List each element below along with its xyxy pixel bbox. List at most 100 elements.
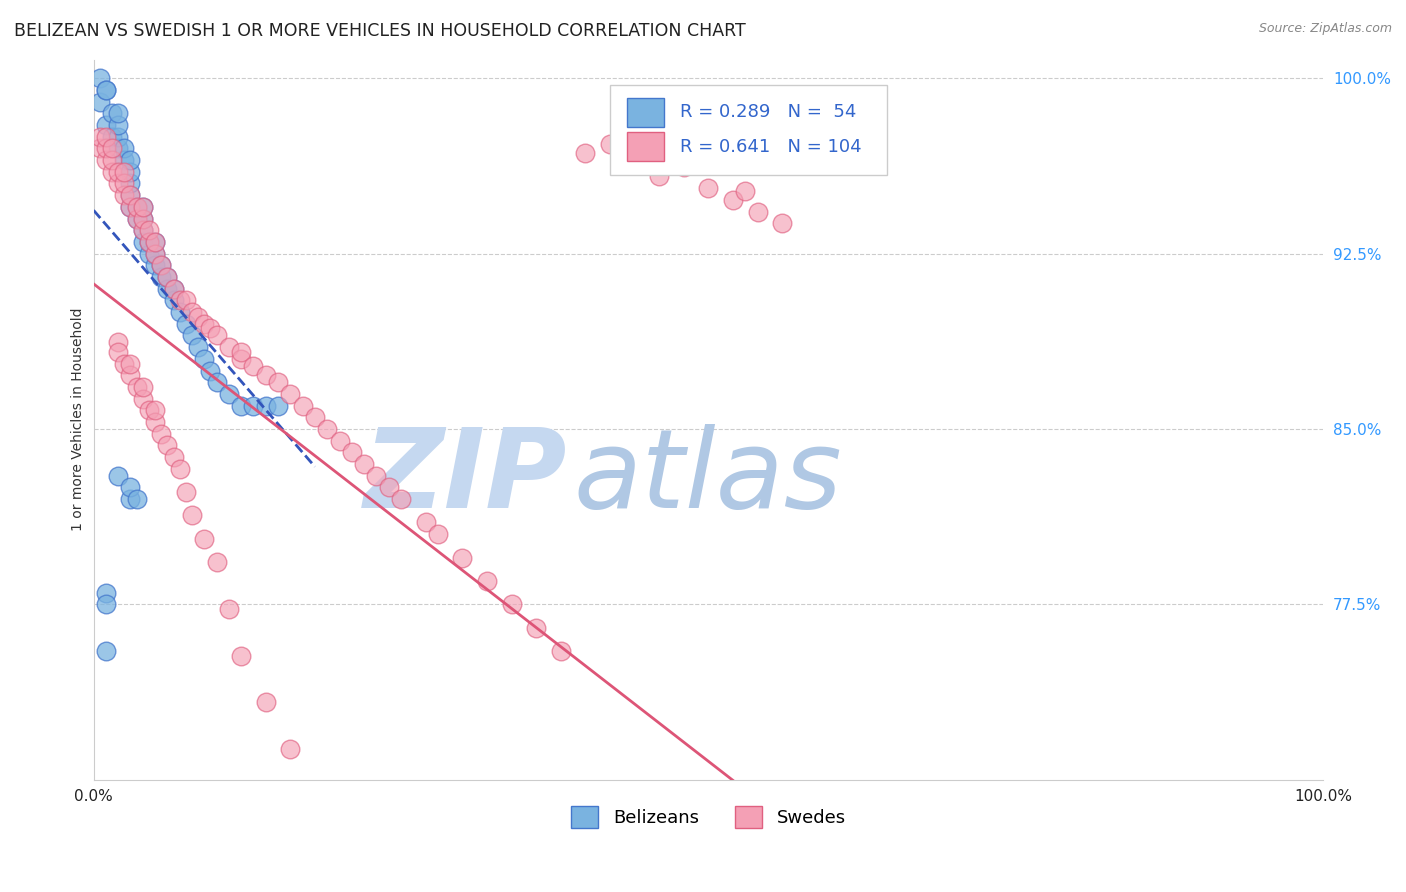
Point xyxy=(107,165,129,179)
Point xyxy=(101,153,124,168)
FancyBboxPatch shape xyxy=(627,132,664,161)
Point xyxy=(156,270,179,285)
Point xyxy=(648,169,671,184)
Point xyxy=(501,597,523,611)
Point xyxy=(267,399,290,413)
FancyBboxPatch shape xyxy=(610,85,887,175)
Point xyxy=(120,177,142,191)
Point xyxy=(107,106,129,120)
Point xyxy=(162,282,184,296)
Point xyxy=(278,742,301,756)
Point xyxy=(138,235,160,249)
Point xyxy=(94,597,117,611)
Point xyxy=(143,415,166,429)
Point xyxy=(366,468,388,483)
Point xyxy=(132,392,155,406)
Point xyxy=(112,177,135,191)
Point xyxy=(415,516,437,530)
Point xyxy=(200,321,222,335)
Point xyxy=(187,310,209,324)
Point xyxy=(181,328,204,343)
Point xyxy=(112,141,135,155)
Point xyxy=(205,328,228,343)
Point xyxy=(218,602,240,616)
Point xyxy=(181,305,204,319)
Point xyxy=(107,177,129,191)
Point xyxy=(94,83,117,97)
Point xyxy=(169,305,191,319)
Point xyxy=(193,351,215,366)
Point xyxy=(550,644,572,658)
Point xyxy=(254,399,277,413)
Point xyxy=(112,153,135,168)
Point xyxy=(353,457,375,471)
Point xyxy=(304,410,326,425)
Point xyxy=(120,357,142,371)
Point xyxy=(132,223,155,237)
Point xyxy=(150,426,173,441)
Point xyxy=(254,696,277,710)
Point xyxy=(231,648,253,663)
Point xyxy=(132,223,155,237)
Point xyxy=(120,153,142,168)
Point xyxy=(475,574,498,588)
Point xyxy=(150,270,173,285)
Point xyxy=(174,485,197,500)
Point xyxy=(138,403,160,417)
Point xyxy=(574,146,596,161)
Point xyxy=(328,434,350,448)
Point xyxy=(193,317,215,331)
Point xyxy=(156,282,179,296)
Point xyxy=(328,836,350,850)
Point xyxy=(101,165,124,179)
Point xyxy=(162,293,184,308)
Point xyxy=(267,375,290,389)
Point xyxy=(120,200,142,214)
Text: BELIZEAN VS SWEDISH 1 OR MORE VEHICLES IN HOUSEHOLD CORRELATION CHART: BELIZEAN VS SWEDISH 1 OR MORE VEHICLES I… xyxy=(14,22,745,40)
Point xyxy=(242,359,264,373)
Point xyxy=(231,344,253,359)
Point xyxy=(101,141,124,155)
Point xyxy=(125,200,148,214)
Point xyxy=(101,129,124,144)
Point xyxy=(125,211,148,226)
Point xyxy=(143,246,166,260)
Point xyxy=(205,375,228,389)
Point xyxy=(734,184,756,198)
Point xyxy=(138,235,160,249)
Point xyxy=(169,461,191,475)
Point xyxy=(200,363,222,377)
Point xyxy=(94,153,117,168)
Point xyxy=(120,492,142,507)
Text: R = 0.641   N = 104: R = 0.641 N = 104 xyxy=(681,137,862,156)
Point xyxy=(174,317,197,331)
Point xyxy=(125,380,148,394)
Point xyxy=(162,282,184,296)
Point xyxy=(132,211,155,226)
Point xyxy=(94,644,117,658)
Point xyxy=(377,480,399,494)
Point xyxy=(231,351,253,366)
Point xyxy=(107,344,129,359)
Point xyxy=(304,789,326,803)
Point xyxy=(254,368,277,383)
Point xyxy=(94,141,117,155)
Point xyxy=(143,403,166,417)
Point xyxy=(132,200,155,214)
Point xyxy=(101,106,124,120)
Point xyxy=(107,468,129,483)
Point xyxy=(125,492,148,507)
Point xyxy=(94,118,117,132)
Point xyxy=(143,235,166,249)
Point xyxy=(120,200,142,214)
Point xyxy=(112,188,135,202)
Point xyxy=(187,340,209,354)
Point xyxy=(150,258,173,272)
Point xyxy=(672,160,695,174)
Point xyxy=(193,532,215,546)
Point xyxy=(389,492,412,507)
Point xyxy=(721,193,744,207)
Point xyxy=(316,422,339,436)
Point xyxy=(218,340,240,354)
Legend: Belizeans, Swedes: Belizeans, Swedes xyxy=(564,799,853,836)
